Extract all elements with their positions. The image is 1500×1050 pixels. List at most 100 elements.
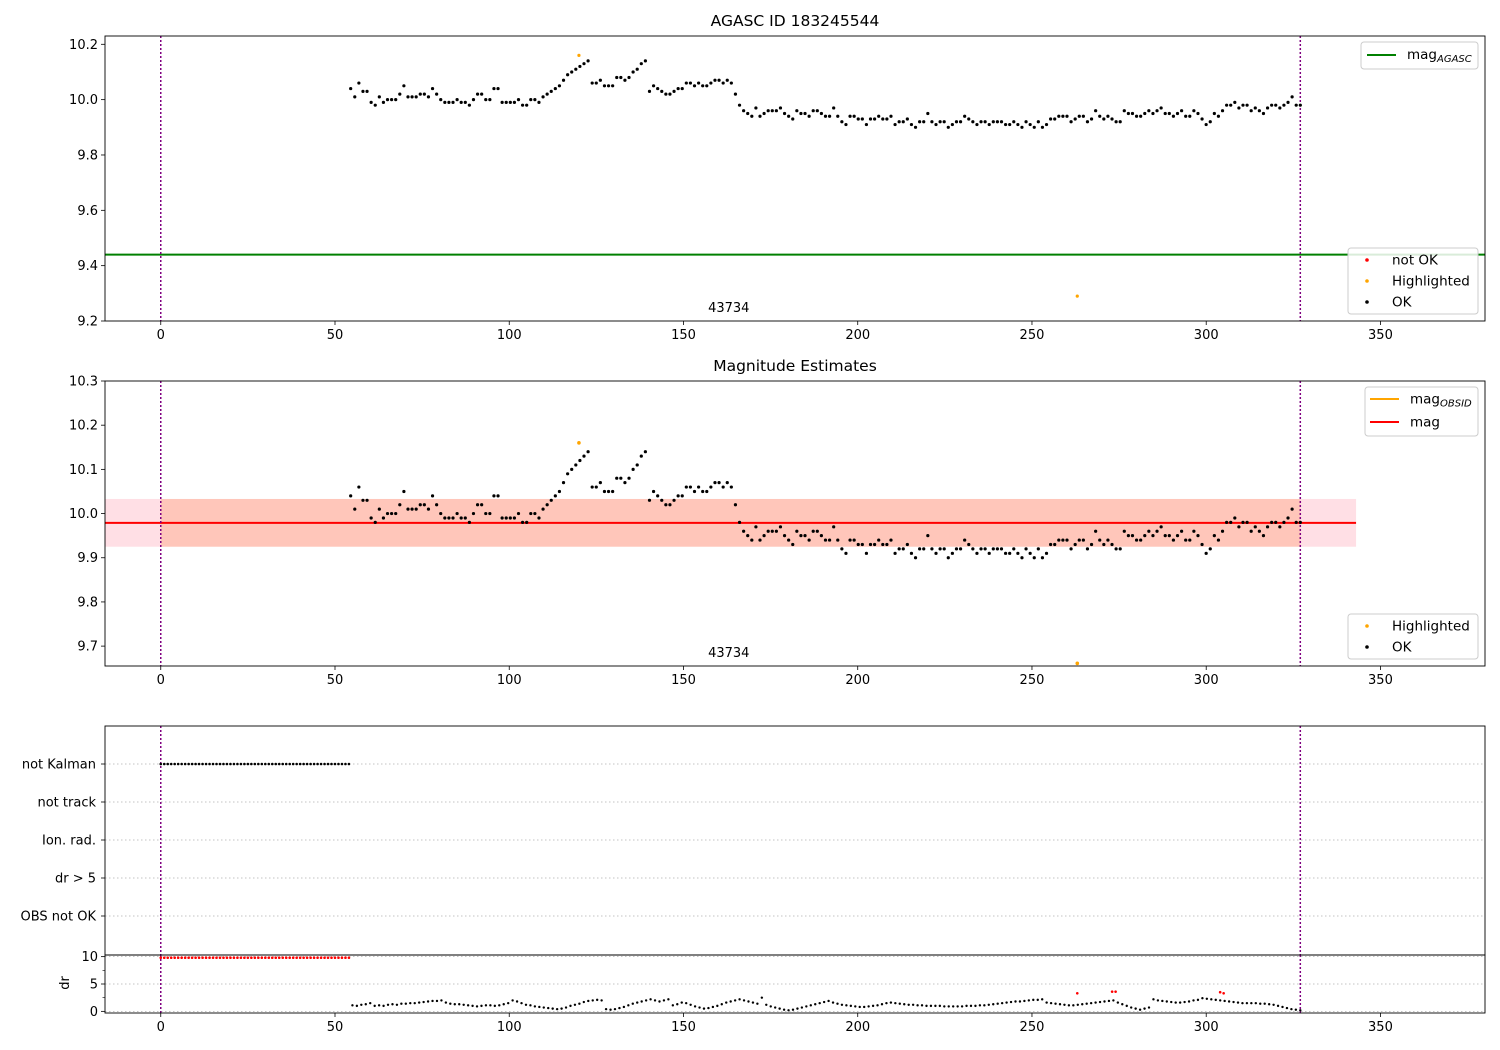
ok-point	[444, 1001, 448, 1004]
ok-point	[508, 516, 512, 520]
ok-point	[1130, 111, 1135, 116]
ok-point	[876, 1004, 879, 1007]
not-ok-point	[333, 956, 337, 960]
ok-point	[814, 1003, 817, 1006]
ok-point	[1270, 520, 1274, 524]
x-tick-label: 0	[157, 673, 165, 688]
ok-point	[369, 100, 373, 105]
ok-point	[606, 84, 611, 88]
ok-point	[1229, 103, 1233, 107]
ok-point	[668, 92, 672, 96]
legend-point-swatch	[1365, 624, 1369, 628]
ok-point	[1250, 1001, 1253, 1005]
ok-point	[426, 95, 431, 99]
ok-point	[1175, 111, 1180, 116]
ok-point	[705, 489, 709, 494]
ok-point	[1257, 109, 1261, 113]
ok-point	[1122, 529, 1126, 533]
ok-point	[1175, 534, 1180, 538]
flag-point	[260, 762, 264, 766]
flag-point	[197, 762, 201, 766]
flag-point	[253, 762, 257, 766]
ok-point	[1032, 556, 1036, 560]
ok-point	[1014, 1000, 1017, 1003]
ok-point	[647, 498, 652, 502]
ok-point	[856, 542, 860, 547]
ok-point	[391, 1003, 394, 1006]
ok-point	[662, 999, 666, 1002]
legend-point-swatch	[1365, 645, 1369, 649]
y-tick-label: 10.0	[69, 507, 98, 522]
not-ok-point	[201, 956, 204, 960]
ok-point	[926, 534, 930, 538]
not-ok-point	[232, 956, 236, 960]
ok-point	[504, 100, 508, 105]
ok-point	[1196, 534, 1200, 538]
ok-point	[537, 516, 541, 520]
ok-point	[520, 103, 525, 107]
ok-point	[1112, 999, 1115, 1002]
ok-point	[995, 120, 1000, 124]
ok-point	[656, 86, 660, 91]
ok-point	[975, 551, 979, 555]
ok-point	[889, 1001, 893, 1004]
ok-point	[525, 103, 529, 107]
ok-point	[954, 547, 959, 551]
axes-frame	[104, 380, 1486, 667]
ok-point	[1143, 111, 1147, 116]
ok-point	[717, 481, 721, 485]
ok-point	[1200, 117, 1204, 121]
ok-point	[373, 103, 377, 107]
ok-point	[594, 81, 598, 85]
not-ok-point	[1222, 992, 1225, 995]
ok-point	[1067, 1004, 1071, 1007]
ok-point	[623, 481, 627, 485]
flag-point	[277, 762, 281, 766]
ok-point	[627, 1004, 630, 1007]
ok-point	[422, 503, 426, 507]
ok-point	[742, 999, 746, 1002]
not-ok-point	[264, 956, 267, 960]
flag-point	[257, 762, 260, 766]
ok-point	[918, 547, 922, 551]
ok-point	[1167, 111, 1171, 116]
ok-point	[573, 1003, 577, 1006]
ok-point	[1208, 120, 1212, 124]
ok-point	[377, 507, 381, 511]
ok-point	[1200, 542, 1204, 547]
ok-point	[692, 489, 697, 494]
ok-point	[631, 1002, 634, 1005]
ok-point	[1027, 999, 1031, 1002]
ok-point	[897, 120, 901, 124]
y-tick-label: 9.6	[77, 204, 98, 219]
ok-point	[1077, 538, 1081, 542]
ok-point	[1180, 109, 1184, 113]
ok-point	[1036, 120, 1040, 124]
ok-point	[827, 538, 832, 542]
ok-point	[574, 463, 578, 467]
ok-point	[595, 998, 599, 1002]
flag-point	[298, 762, 302, 766]
ok-point	[796, 1007, 799, 1010]
y-tick-label: 10.0	[69, 93, 98, 108]
ok-point	[845, 1004, 848, 1007]
ok-point	[1058, 1003, 1062, 1006]
ok-point	[1122, 109, 1126, 113]
ok-point	[925, 1004, 928, 1008]
ok-point	[369, 516, 373, 520]
y-tick-label: 10.2	[69, 38, 98, 53]
ok-point	[394, 511, 398, 516]
ok-point	[551, 1007, 554, 1010]
ok-point	[582, 62, 586, 66]
ok-point	[1012, 120, 1016, 124]
ok-point	[729, 485, 733, 489]
not-ok-point	[295, 956, 298, 960]
ok-point	[484, 511, 488, 516]
ok-point	[811, 109, 815, 113]
ok-point	[1214, 998, 1217, 1002]
ok-point	[733, 999, 737, 1002]
ok-point	[698, 1006, 701, 1009]
ok-point	[983, 547, 987, 551]
ok-point	[1094, 1001, 1097, 1004]
ok-point	[1290, 1007, 1293, 1011]
